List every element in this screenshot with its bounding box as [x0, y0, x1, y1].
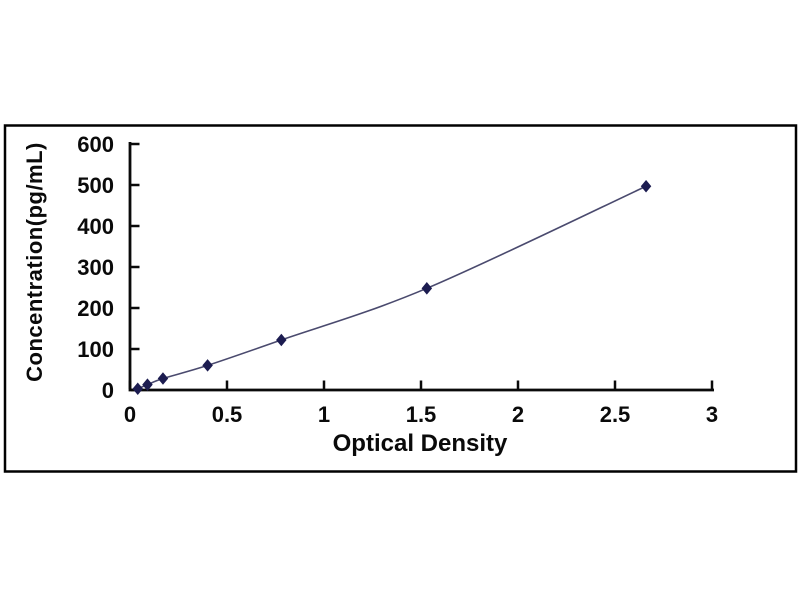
x-axis-ticks: 0 0.5 1 1.5 2 2.5 3	[124, 380, 718, 427]
y-axis-ticks: 0 100 200 300 400 500 600	[77, 132, 140, 403]
y-tick-label: 400	[77, 214, 114, 239]
y-tick-label: 500	[77, 173, 114, 198]
x-tick-label: 2.5	[600, 402, 631, 427]
x-tick-label: 1	[318, 402, 330, 427]
x-tick-label: 1.5	[406, 402, 437, 427]
data-point-diamond	[276, 333, 287, 347]
y-tick-label: 200	[77, 296, 114, 321]
y-tick-label: 0	[102, 378, 114, 403]
data-series	[132, 179, 652, 396]
data-point-diamond	[202, 359, 213, 372]
data-point-diamond	[142, 378, 153, 391]
x-tick-label: 3	[706, 402, 718, 427]
y-axis-title: Concentration(pg/mL)	[22, 142, 47, 382]
axis-lines	[128, 142, 714, 392]
x-tick-label: 2	[512, 402, 524, 427]
x-tick-label: 0.5	[212, 402, 243, 427]
data-point-diamond	[640, 179, 652, 193]
data-point-diamond	[132, 382, 144, 396]
y-tick-label: 100	[77, 337, 114, 362]
data-point-diamond	[157, 372, 169, 385]
y-tick-label: 600	[77, 132, 114, 157]
y-tick-label: 300	[77, 255, 114, 280]
x-axis-title: Optical Density	[333, 430, 508, 457]
data-point-diamond	[421, 282, 433, 295]
x-tick-label: 0	[124, 402, 136, 427]
axes	[128, 142, 714, 392]
